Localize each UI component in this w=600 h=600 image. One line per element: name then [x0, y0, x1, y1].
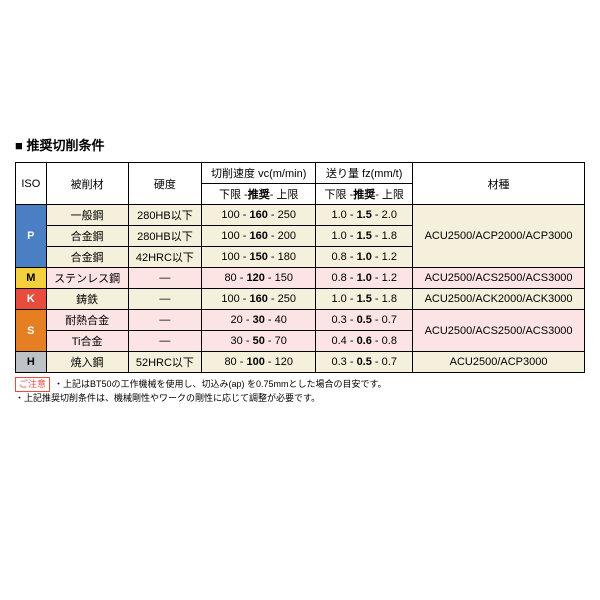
cell: 100 - 160 - 250 — [202, 205, 316, 226]
hdr-iso: ISO — [16, 163, 47, 205]
cell: 合金鋼 — [46, 247, 128, 268]
iso-k: K — [16, 289, 47, 310]
hdr-hardness: 硬度 — [128, 163, 201, 205]
cell: 52HRC以下 — [128, 352, 201, 373]
cell: 80 - 100 - 120 — [202, 352, 316, 373]
cell: — — [128, 331, 201, 352]
hdr-fz-sub: 下限 -推奨- 上限 — [316, 184, 413, 205]
cell: 合金鋼 — [46, 226, 128, 247]
cell: 100 - 160 - 250 — [202, 289, 316, 310]
hdr-material: 被削材 — [46, 163, 128, 205]
hdr-vc-sub: 下限 -推奨- 上限 — [202, 184, 316, 205]
cell: 20 - 30 - 40 — [202, 310, 316, 331]
iso-m: M — [16, 268, 47, 289]
cell: 280HB以下 — [128, 205, 201, 226]
cutting-conditions-table: ISO 被削材 硬度 切削速度 vc(m/min) 送り量 fz(mm/t) 材… — [15, 162, 585, 373]
cell: — — [128, 268, 201, 289]
cell: ACU2500/ACP3000 — [413, 352, 585, 373]
cell: 1.0 - 1.5 - 1.8 — [316, 226, 413, 247]
cell: ACU2500/ACS2500/ACS3000 — [413, 268, 585, 289]
section-title: ■ 推奨切削条件 — [15, 135, 585, 154]
cell: 0.3 - 0.5 - 0.7 — [316, 352, 413, 373]
hdr-fz: 送り量 fz(mm/t) — [316, 163, 413, 184]
cell: 0.8 - 1.0 - 1.2 — [316, 268, 413, 289]
cell: ACU2500/ACK2000/ACK3000 — [413, 289, 585, 310]
grade-p: ACU2500/ACP2000/ACP3000 — [413, 205, 585, 268]
cell: — — [128, 310, 201, 331]
cell: 100 - 150 - 180 — [202, 247, 316, 268]
iso-h: H — [16, 352, 47, 373]
cell: 鋳鉄 — [46, 289, 128, 310]
cell: Ti合金 — [46, 331, 128, 352]
cell: 100 - 160 - 200 — [202, 226, 316, 247]
cell: 0.8 - 1.0 - 1.2 — [316, 247, 413, 268]
cell: 一般鋼 — [46, 205, 128, 226]
iso-s: S — [16, 310, 47, 352]
iso-p: P — [16, 205, 47, 268]
cell: 0.3 - 0.5 - 0.7 — [316, 310, 413, 331]
cell: 焼入鋼 — [46, 352, 128, 373]
cell: 80 - 120 - 150 — [202, 268, 316, 289]
cell: — — [128, 289, 201, 310]
notes: ご注意・上記はBT50の工作機械を使用し、切込み(ap) を0.75mmとした場… — [15, 377, 585, 404]
cell: 1.0 - 1.5 - 1.8 — [316, 289, 413, 310]
hdr-grade: 材種 — [413, 163, 585, 205]
caution-label: ご注意 — [15, 377, 50, 392]
note1: ・上記はBT50の工作機械を使用し、切込み(ap) を0.75mmとした場合の目… — [54, 379, 387, 389]
cell: 耐熱合金 — [46, 310, 128, 331]
cell: 0.4 - 0.6 - 0.8 — [316, 331, 413, 352]
cell: 30 - 50 - 70 — [202, 331, 316, 352]
cell: ステンレス鋼 — [46, 268, 128, 289]
cell: 42HRC以下 — [128, 247, 201, 268]
note2: ・上記推奨切削条件は、機械剛性やワークの剛性に応じて調整が必要です。 — [15, 393, 320, 403]
hdr-vc: 切削速度 vc(m/min) — [202, 163, 316, 184]
cell: 1.0 - 1.5 - 2.0 — [316, 205, 413, 226]
grade-s: ACU2500/ACS2500/ACS3000 — [413, 310, 585, 352]
cell: 280HB以下 — [128, 226, 201, 247]
